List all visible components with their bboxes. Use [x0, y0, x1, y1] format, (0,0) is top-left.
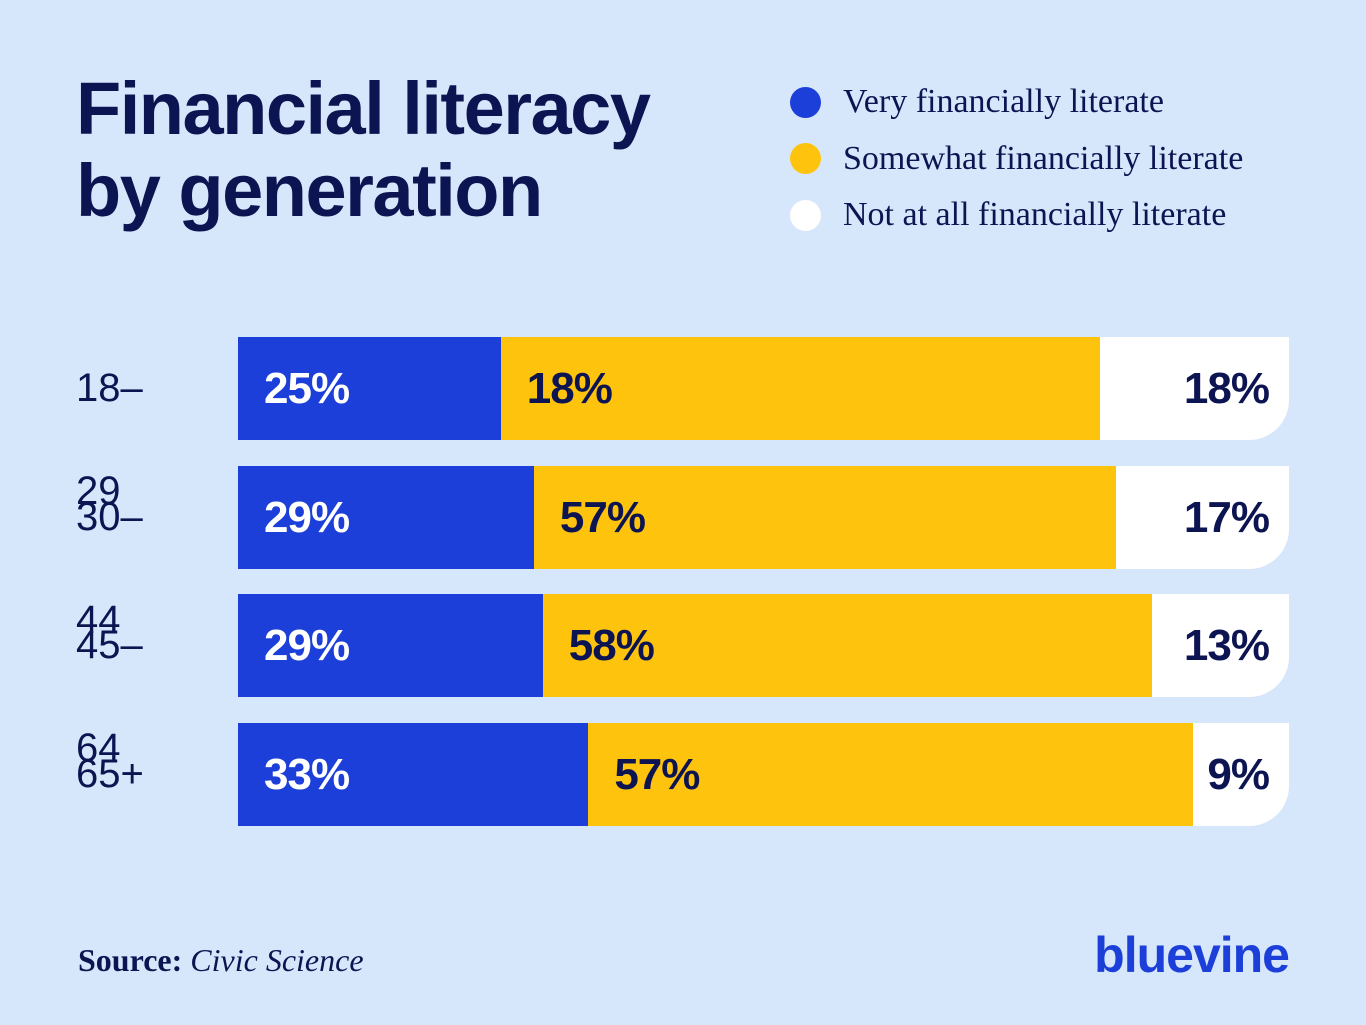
bar-segment-somewhat: 57% — [588, 723, 1194, 826]
bar-segment-somewhat: 57% — [533, 466, 1116, 569]
legend-label-somewhat: Somewhat financially literate — [843, 139, 1244, 177]
data-label: 57% — [614, 750, 700, 799]
bar-segment-somewhat: 58% — [542, 594, 1153, 697]
legend-swatch-not — [790, 199, 821, 231]
category-label: 45–64 — [76, 623, 143, 770]
legend-swatch-somewhat — [790, 143, 821, 175]
source-label: Source: — [78, 942, 183, 978]
bar-segment-very: 25% — [238, 337, 501, 440]
category-label: 30–44 — [76, 495, 143, 642]
legend-swatch-very — [790, 86, 821, 118]
bar-segment-very: 33% — [238, 723, 589, 826]
bar-segment-not: 13% — [1152, 594, 1289, 697]
chart-title: Financial literacy by generation — [76, 68, 756, 232]
bar-row: 33% 57% 9% — [238, 723, 1289, 826]
legend-item-very: Very financially literate — [790, 74, 1243, 131]
bar-segment-very: 29% — [238, 466, 534, 569]
bar-segment-very: 29% — [238, 594, 543, 697]
data-label: 29% — [264, 621, 350, 670]
data-label: 13% — [1183, 621, 1270, 670]
bar-segment-somewhat: 18% — [500, 337, 1100, 440]
legend-item-somewhat: Somewhat financially literate — [790, 131, 1243, 188]
bar-row: 25% 18% 18% — [238, 337, 1289, 440]
chart-title-line-1: Financial literacy — [76, 67, 651, 150]
data-label: 9% — [1207, 750, 1270, 799]
legend-label-not: Not at all financially literate — [843, 196, 1227, 234]
category-label: 18–29 — [76, 366, 143, 513]
data-label: 17% — [1183, 493, 1270, 542]
bar-segment-not: 18% — [1099, 337, 1289, 440]
chart-title-line-2: by generation — [76, 149, 543, 232]
bar-row: 29% 58% 13% — [238, 594, 1289, 697]
data-label: 18% — [526, 364, 613, 413]
bar-row: 29% 57% 17% — [238, 466, 1289, 569]
brand-logo: bluevine — [1094, 927, 1290, 983]
data-label: 58% — [568, 621, 655, 670]
data-label: 25% — [264, 364, 350, 413]
data-label: 18% — [1183, 364, 1270, 413]
bar-segment-not: 9% — [1193, 723, 1289, 826]
legend-label-very: Very financially literate — [843, 83, 1164, 121]
legend-item-not: Not at all financially literate — [790, 187, 1243, 244]
data-label: 57% — [559, 493, 646, 542]
source-name: Civic Science — [190, 942, 364, 978]
data-label: 29% — [264, 493, 350, 542]
source-note: Source: Civic Science — [78, 942, 364, 979]
data-label: 33% — [264, 750, 350, 799]
bar-segment-not: 17% — [1115, 466, 1289, 569]
legend: Very financially literate Somewhat finan… — [790, 74, 1243, 244]
category-label: 65+ — [76, 752, 144, 796]
